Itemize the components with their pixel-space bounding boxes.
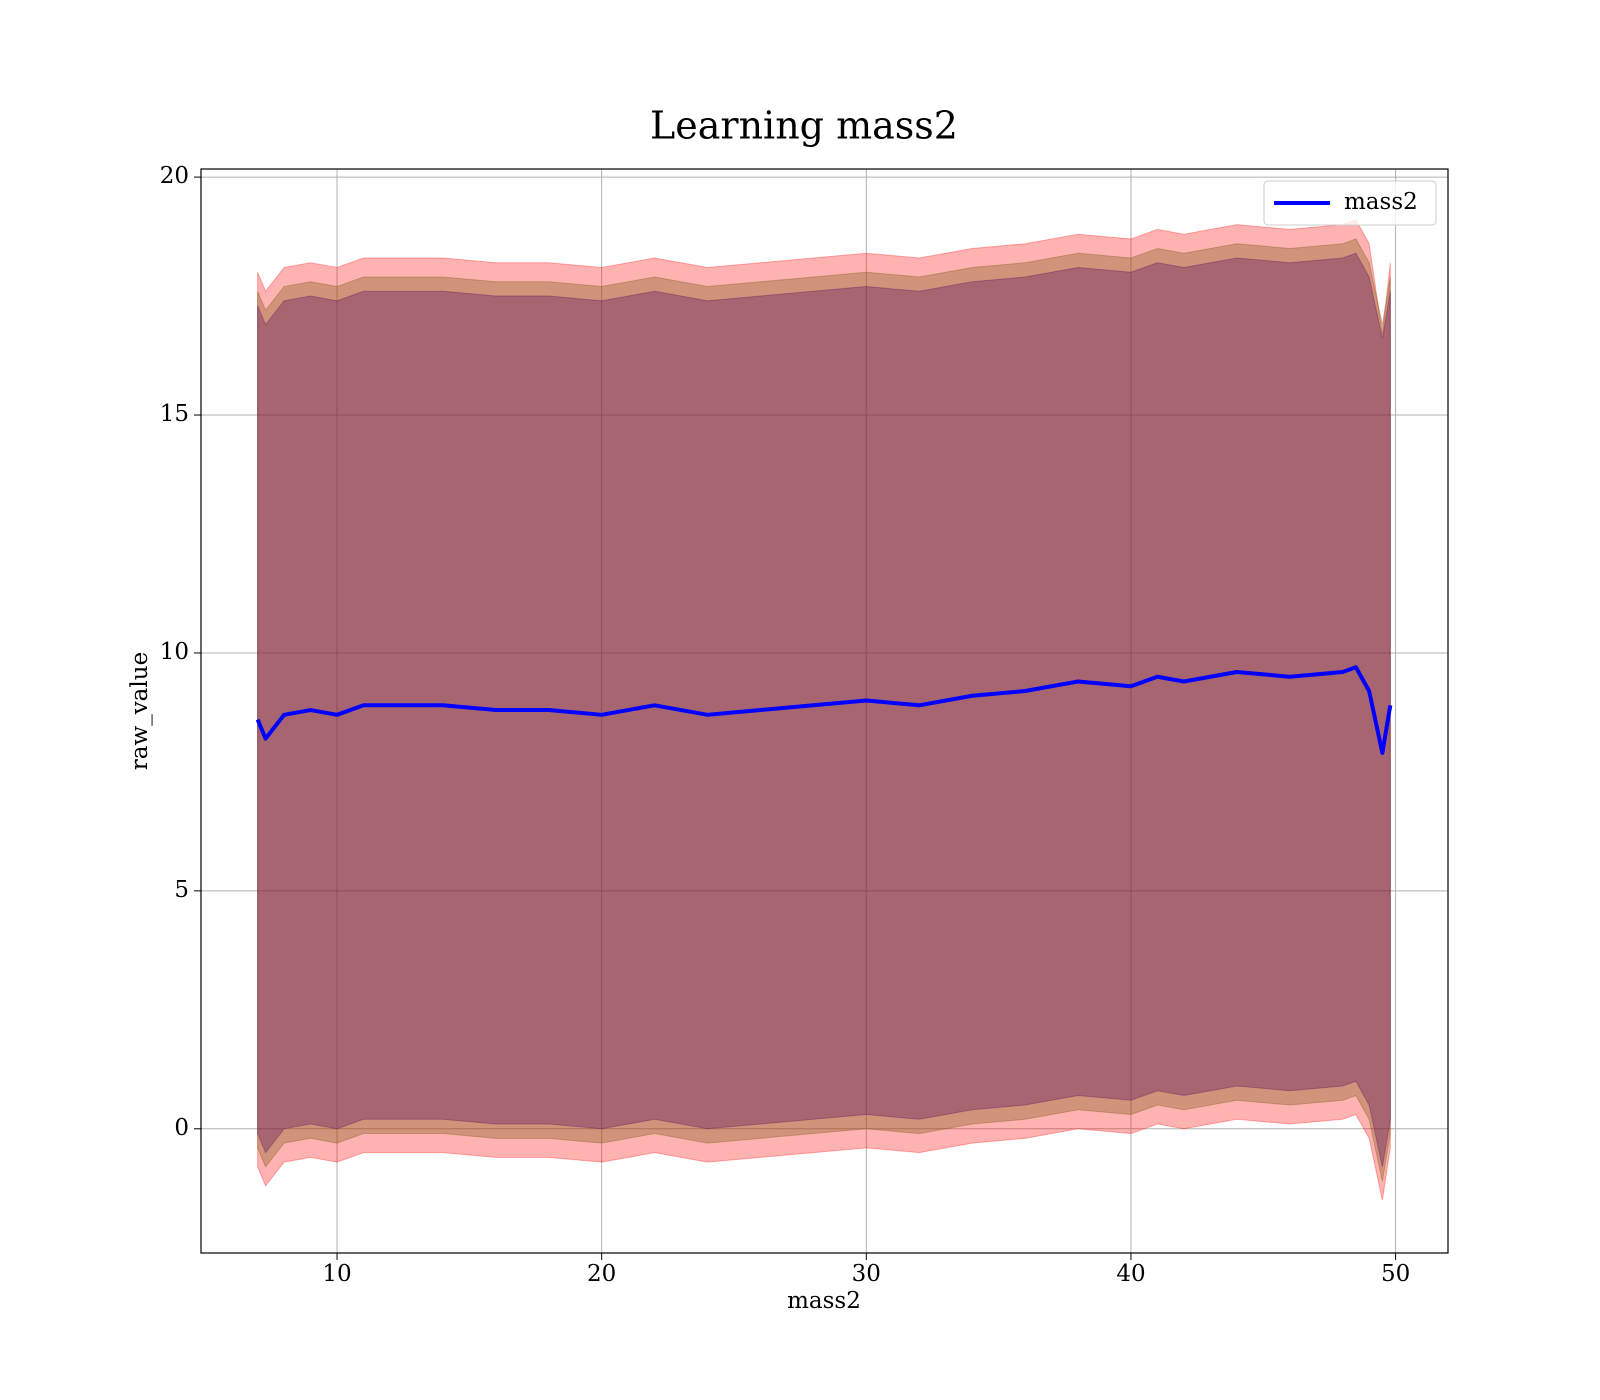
axes-frame — [200, 168, 1449, 1254]
x-tick-label: 30 — [852, 1261, 881, 1287]
x-tick-label: 10 — [322, 1261, 351, 1287]
band — [257, 238, 1391, 1182]
y-tick-label: 20 — [160, 163, 189, 189]
x-axis-label: mass2 — [787, 1288, 861, 1314]
legend-label: mass2 — [1344, 189, 1418, 215]
x-tick-label: 20 — [587, 1261, 616, 1287]
x-tick-label: 40 — [1116, 1261, 1145, 1287]
chart-title: Learning mass2 — [650, 104, 958, 148]
x-tick-label: 50 — [1381, 1261, 1410, 1287]
legend-box — [1263, 180, 1437, 226]
y-tick-label: 10 — [160, 639, 189, 665]
series-line — [255, 665, 1393, 755]
grid — [201, 169, 1448, 1253]
y-axis-label: raw_value — [127, 652, 153, 770]
legend: mass2 — [1263, 180, 1437, 226]
band — [257, 252, 1391, 1167]
y-tick-label: 5 — [174, 877, 189, 903]
y-tick-label: 15 — [160, 401, 189, 427]
marks — [255, 219, 1393, 1201]
band — [257, 219, 1391, 1201]
y-tick-label: 0 — [174, 1115, 189, 1141]
